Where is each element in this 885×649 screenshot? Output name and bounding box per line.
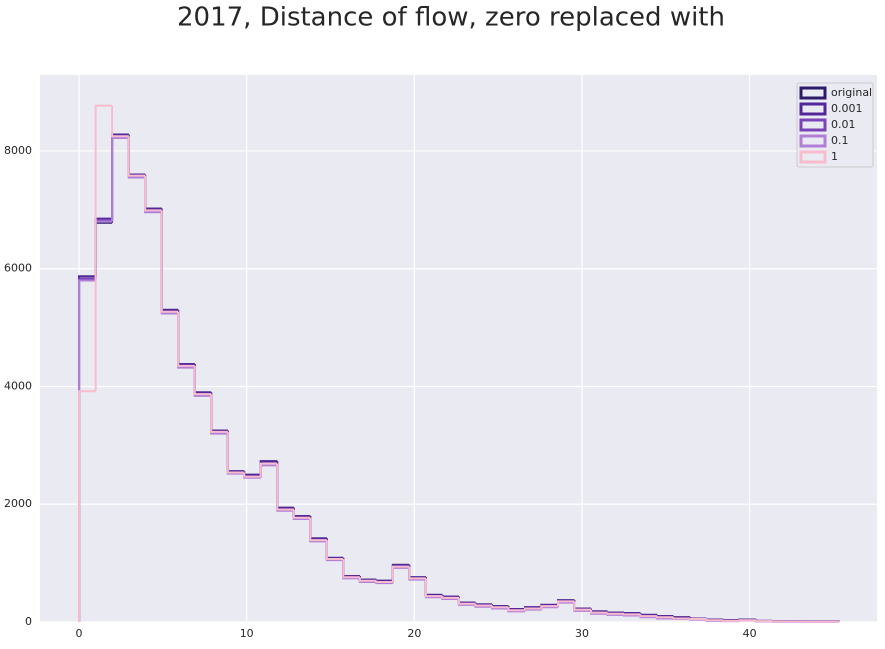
histogram-step: [111, 105, 129, 138]
histogram-step: [78, 390, 96, 622]
histogram-step: [424, 578, 443, 598]
histogram-step: [656, 616, 674, 619]
plot-background: [40, 75, 877, 622]
legend-swatch: [799, 86, 827, 100]
histogram-step: [342, 558, 360, 579]
y-tick-label: 0: [25, 615, 32, 628]
histogram-step: [226, 431, 245, 474]
histogram-step: [276, 463, 294, 511]
y-tick-label: 8000: [4, 144, 32, 157]
histogram-step: [556, 600, 575, 607]
histogram-step: [507, 607, 525, 612]
histogram-step: [210, 394, 228, 433]
histogram-step: [177, 311, 195, 367]
histogram-step: [573, 601, 592, 611]
histogram-step: [259, 462, 278, 477]
histogram-step: [474, 603, 492, 607]
histogram-step: [127, 136, 146, 177]
x-tick-label: 10: [240, 627, 254, 640]
histogram-step: [639, 614, 658, 618]
legend-label: 1: [831, 150, 838, 163]
histogram-step: [722, 619, 740, 622]
histogram-step: [606, 612, 625, 615]
histogram-step: [391, 565, 410, 582]
x-tick-label: 20: [407, 627, 421, 640]
histogram-step: [623, 612, 641, 615]
legend-label: 0.1: [831, 134, 849, 147]
histogram-step: [523, 607, 542, 611]
histogram-step: [309, 517, 327, 542]
histogram-step: [292, 509, 311, 519]
histogram-step: [590, 609, 608, 614]
y-tick-label: 4000: [4, 379, 32, 392]
x-tick-label: 30: [575, 627, 589, 640]
histogram-step: [144, 175, 162, 212]
histogram-step: [540, 605, 558, 609]
histogram-step: [358, 577, 377, 582]
histogram-step: [755, 620, 773, 623]
legend-label: original: [831, 86, 872, 99]
chart-title: 2017, Distance of flow, zero replaced wi…: [177, 3, 725, 33]
histogram-step: [160, 210, 179, 313]
legend-swatch: [799, 150, 827, 164]
histogram-step: [94, 104, 113, 392]
histogram-step: [111, 137, 129, 222]
x-tick-label: 40: [743, 627, 757, 640]
histogram-step: [623, 613, 641, 616]
legend-swatch: [799, 102, 827, 116]
histogram-step: [705, 619, 724, 622]
histogram-step: [441, 596, 459, 599]
legend-label: 0.01: [831, 118, 856, 131]
histogram-step: [457, 597, 476, 605]
y-tick-label: 2000: [4, 497, 32, 510]
legend-label: 0.001: [831, 102, 863, 115]
histogram-step: [375, 580, 393, 583]
histogram-step: [689, 618, 707, 621]
histogram-step: [738, 619, 757, 622]
legend-swatch: [799, 134, 827, 148]
y-tick-label: 6000: [4, 262, 32, 275]
histogram-step: [243, 472, 261, 478]
histogram-step: [490, 605, 509, 609]
x-tick-label: 0: [76, 627, 83, 640]
histogram-step: [325, 540, 344, 560]
histogram-step: [408, 566, 426, 580]
histogram-step: [193, 365, 212, 396]
legend-swatch: [799, 118, 827, 132]
histogram-step: [672, 617, 691, 620]
